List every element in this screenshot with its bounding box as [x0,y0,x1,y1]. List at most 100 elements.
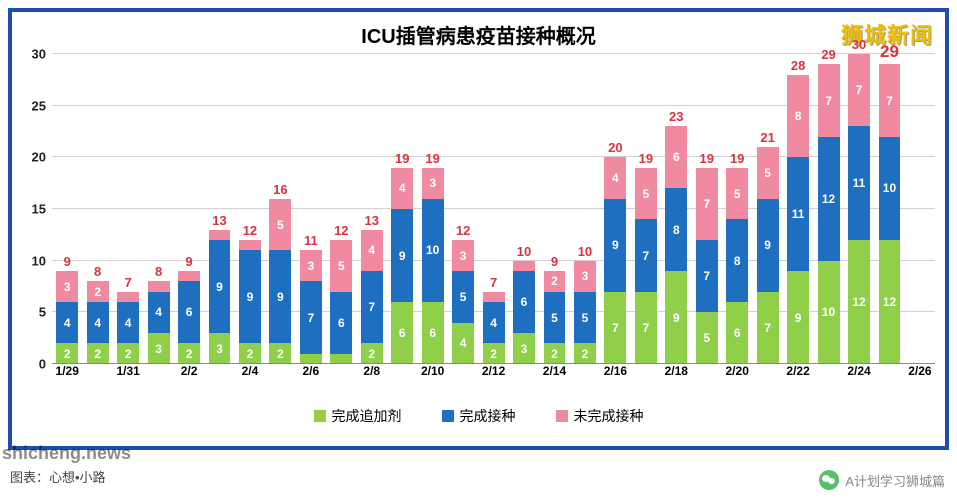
bar-segment-booster: 5 [696,312,718,364]
x-tick: 2/20 [722,364,752,388]
bar-segment-full: 9 [239,250,261,343]
bar-total-label: 13 [212,213,226,228]
segment-value: 8 [673,223,680,237]
bar-segment-booster: 6 [391,302,413,364]
segment-value: 7 [856,83,863,97]
bar-segment-none: 7 [879,64,901,136]
bar-stack: 2439 [56,271,78,364]
x-tick-label: 2/18 [665,364,688,378]
segment-value: 2 [582,347,589,361]
segment-value: 5 [551,311,558,325]
bar-total-label: 19 [639,151,653,166]
y-tick: 25 [32,98,46,113]
wechat-icon [819,470,839,490]
segment-value: 2 [490,347,497,361]
bar-total-label: 29 [821,47,835,62]
bar-segment-full: 8 [726,219,748,302]
bar-segment-booster: 2 [117,343,139,364]
wechat-attribution: A计划学习狮城篇 [819,470,945,490]
bar-slot: 1210729 [874,54,904,364]
segment-value: 4 [94,316,101,330]
segment-value: 6 [186,305,193,319]
bar-total-label: 8 [155,264,162,279]
bar-total-label: 19 [700,151,714,166]
x-tick-label: 2/24 [847,364,870,378]
x-tick [752,364,782,388]
bar-slot: 610319 [417,54,447,364]
x-tick-label: 2/2 [181,364,198,378]
bars-group: 2439242824173418261939113291122951617311… [52,54,935,364]
segment-value: 9 [277,290,284,304]
bar-slot: 36110 [509,54,539,364]
segment-value: 9 [216,280,223,294]
bar-segment-full: 5 [574,292,596,344]
x-axis: 1/291/312/22/42/62/82/102/122/142/162/18… [52,364,935,388]
bar-segment-full: 6 [178,281,200,343]
bar-total-label: 12 [334,223,348,238]
bar-segment-full: 4 [483,302,505,343]
bar-total-label: 11 [304,233,318,248]
legend-item: 完成追加剂 [314,406,402,426]
bar-segment-full: 11 [787,157,809,271]
bar-stack: 3418 [148,281,170,364]
bar-slot: 98623 [661,54,691,364]
x-tick: 1/31 [113,364,143,388]
segment-value: 10 [426,243,439,257]
bar-segment-none: 2 [544,271,566,292]
segment-value: 7 [642,249,649,263]
bar-segment-none: 3 [452,240,474,271]
bar-segment-none: 8 [787,75,809,158]
bar-segment-booster: 2 [239,343,261,364]
segment-value: 2 [94,347,101,361]
segment-value: 7 [886,94,893,108]
chart-container: ICU插管病患疫苗接种概况 狮城新闻 051015202530 24392428… [0,0,957,500]
bar-stack: 29112 [239,240,261,364]
segment-value: 4 [368,243,375,257]
footer-credit: 图表：心想•小路 [10,467,106,486]
bar-slot: 1211730 [844,54,874,364]
x-tick [692,364,722,388]
bar-stack: 39113 [209,230,231,364]
segment-value: 4 [399,181,406,195]
bar-total-label: 12 [243,223,257,238]
bar-stack: 2417 [483,292,505,364]
bar-segment-booster: 4 [452,323,474,364]
y-tick: 30 [32,47,46,62]
segment-value: 7 [825,94,832,108]
bar-segment-none: 3 [422,168,444,199]
bar-slot: 17311 [296,54,326,364]
bar-stack: 2529 [544,271,566,364]
bar-stack: 1210729 [879,64,901,364]
bar-slot: 29112 [235,54,265,364]
segment-value: 3 [64,280,71,294]
bar-stack: 36110 [513,261,535,364]
bar-segment-booster: 12 [879,240,901,364]
chart-title: ICU插管病患疫苗接种概况 [12,12,945,49]
bar-segment-booster: 7 [604,292,626,364]
bar-slot: 45312 [448,54,478,364]
bar-segment-full: 9 [209,240,231,333]
y-tick: 15 [32,202,46,217]
bar-segment-booster: 2 [56,343,78,364]
bar-segment-booster: 2 [361,343,383,364]
segment-value: 2 [551,347,558,361]
segment-value: 5 [460,290,467,304]
legend-swatch [442,410,454,422]
bar-segment-full: 12 [818,137,840,261]
segment-value: 3 [155,342,162,356]
x-tick: 2/10 [417,364,447,388]
bar-segment-none: 2 [87,281,109,302]
bar-slot: 16512 [326,54,356,364]
bar-segment-none: 7 [818,64,840,136]
bar-stack: 29516 [269,199,291,364]
segment-value: 3 [582,269,589,283]
bar-segment-none: 3 [574,261,596,292]
bar-segment-full: 4 [56,302,78,343]
bar-slot: 2439 [52,54,82,364]
bar-slot: 57719 [692,54,722,364]
bar-slot: 2417 [113,54,143,364]
bar-segment-booster: 2 [544,343,566,364]
segment-value: 9 [612,238,619,252]
x-tick [326,364,356,388]
segment-value: 2 [551,274,558,288]
